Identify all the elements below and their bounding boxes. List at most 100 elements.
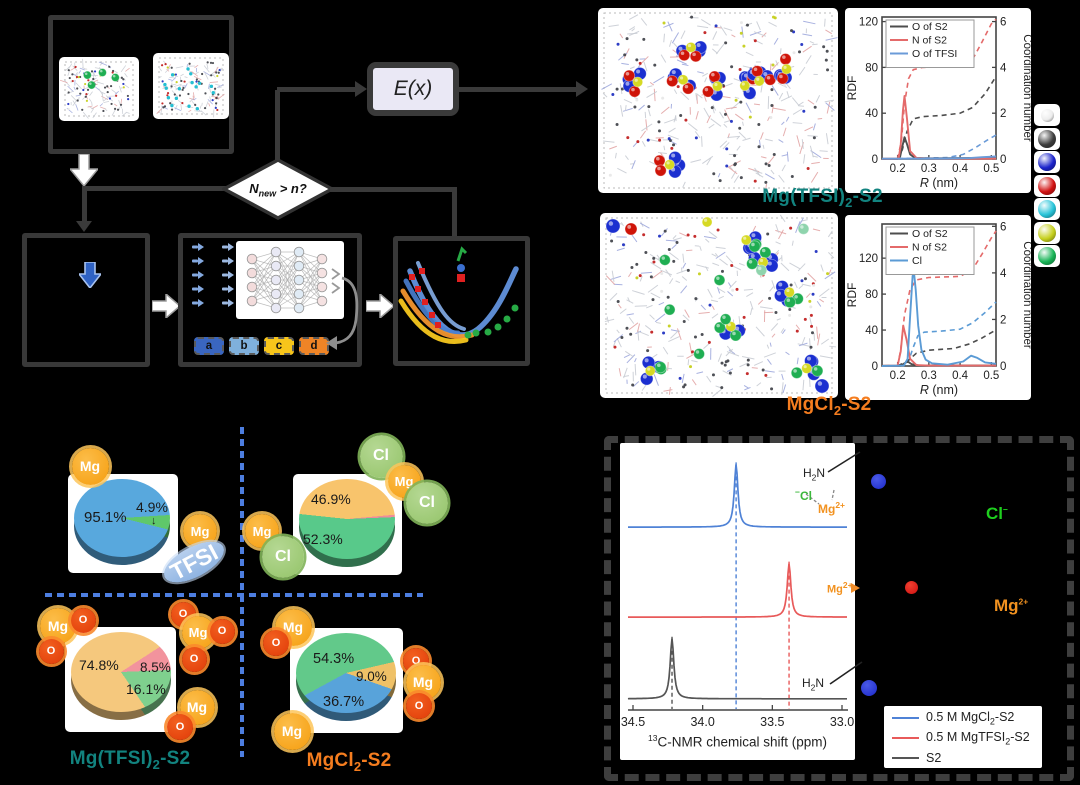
legend-line-swatch bbox=[892, 737, 919, 739]
svg-text:O of S2: O of S2 bbox=[912, 21, 948, 33]
badge-o: O bbox=[406, 693, 432, 719]
rdf-chart-mgtfsi2: 0.2 0.3 0.4 0.5 0 40 80 120 0 2 4 6 RDF Coordination … bbox=[845, 8, 1033, 193]
md-snapshot-thumbnail bbox=[153, 53, 229, 119]
pie-label: 95.1% bbox=[84, 509, 127, 526]
badge-mg: Mg bbox=[274, 608, 312, 646]
neural-network-diagram bbox=[236, 241, 344, 319]
pie-face bbox=[71, 632, 171, 712]
svg-text:0.2: 0.2 bbox=[890, 163, 906, 175]
svg-text:40: 40 bbox=[865, 108, 878, 120]
pie-label: 74.8% bbox=[79, 657, 119, 673]
legend-label: 0.5 M MgTFSI2-S2 bbox=[926, 729, 1030, 747]
nmr-spectra: 34.5 34.0 33.5 33.0 bbox=[621, 462, 854, 729]
atom-sphere-icon bbox=[1038, 200, 1056, 218]
pes-sampling-curves bbox=[398, 246, 519, 345]
energy-model-box: E(x) bbox=[367, 62, 459, 116]
badge-cl: Cl bbox=[406, 482, 448, 524]
svg-text:O of TFSI: O of TFSI bbox=[912, 48, 957, 60]
badge-o: O bbox=[38, 638, 64, 664]
flow-arrow-down-icon bbox=[70, 154, 98, 186]
atom-sphere-icon bbox=[1038, 247, 1056, 265]
structure-n-atom-icon bbox=[871, 474, 886, 489]
svg-text:4: 4 bbox=[1000, 268, 1007, 280]
badge-o: O bbox=[209, 618, 235, 644]
descriptor-box-c: c bbox=[264, 337, 294, 355]
pie-pointer-arrow: ↓ bbox=[151, 515, 157, 527]
workflow-pes-box bbox=[393, 236, 530, 366]
svg-text:N of S2: N of S2 bbox=[912, 242, 947, 254]
descriptor-box-a: a bbox=[194, 337, 224, 355]
rdf-chart-mgcl2: 0.2 0.3 0.4 0.5 0 40 80 120 0 2 4 6 RDF Coordination … bbox=[845, 215, 1033, 400]
svg-text:6: 6 bbox=[1000, 17, 1006, 29]
annotation-h2n-top: H2N bbox=[803, 466, 826, 483]
svg-text:34.0: 34.0 bbox=[690, 715, 714, 729]
nmr-legend: 0.5 M MgCl2-S2 0.5 M MgTFSI2-S2 S2 bbox=[884, 706, 1042, 768]
orange-arrow-icon bbox=[851, 583, 860, 593]
badge-o: O bbox=[70, 607, 96, 633]
svg-text:0.4: 0.4 bbox=[952, 370, 969, 382]
nmr-annotation-line2 bbox=[829, 661, 863, 685]
svg-text:Cl: Cl bbox=[912, 255, 922, 267]
pie-label: 54.3% bbox=[313, 651, 355, 667]
descriptor-box-d: d bbox=[299, 337, 329, 355]
badge-mg: Mg bbox=[179, 689, 215, 725]
workflow-download-box bbox=[22, 233, 150, 367]
badge-mg: Mg bbox=[405, 664, 441, 700]
nmr-xaxis-label: 13C-NMR chemical shift (ppm) bbox=[648, 733, 827, 750]
legend-label: 0.5 M MgCl2-S2 bbox=[926, 709, 1015, 727]
badge-mg: Mg bbox=[71, 447, 109, 485]
structure-mg-cation-label: Mg2+ bbox=[994, 596, 1029, 615]
connector-line bbox=[82, 186, 228, 191]
svg-text:RDF: RDF bbox=[845, 283, 859, 308]
pie-mgcl2-cation bbox=[299, 479, 395, 567]
divider-vertical bbox=[240, 427, 244, 757]
atom-legend-tile bbox=[1034, 245, 1060, 267]
svg-text:0.3: 0.3 bbox=[921, 370, 937, 382]
caption-mgcl2: MgCl2-S2 bbox=[786, 394, 872, 418]
connector-arrowhead bbox=[576, 81, 588, 97]
svg-text:120: 120 bbox=[859, 17, 878, 29]
svg-text:RDF: RDF bbox=[845, 76, 859, 101]
md-snapshot-mgtfsi2 bbox=[598, 8, 838, 193]
svg-text:0.4: 0.4 bbox=[952, 163, 969, 175]
atom-legend-tile bbox=[1034, 127, 1060, 150]
nmr-annotation-lines bbox=[805, 451, 861, 505]
svg-text:80: 80 bbox=[865, 62, 878, 74]
badge-o: O bbox=[181, 646, 207, 672]
badge-o: O bbox=[263, 630, 289, 656]
badge-mg: Mg bbox=[181, 615, 215, 649]
connector-line bbox=[452, 187, 457, 236]
svg-text:0.5: 0.5 bbox=[983, 163, 999, 175]
pie-label: 4.9% bbox=[136, 499, 168, 515]
download-arrow-icon bbox=[79, 262, 101, 288]
svg-text:120: 120 bbox=[859, 253, 878, 265]
svg-text:R (nm): R (nm) bbox=[920, 176, 958, 190]
annotation-mg2plus-mid: Mg2+ bbox=[827, 580, 853, 596]
connector-line bbox=[330, 187, 456, 192]
md-snapshot-mgcl2 bbox=[600, 213, 838, 398]
svg-text:2: 2 bbox=[1000, 108, 1006, 120]
atom-sphere-icon bbox=[1038, 176, 1056, 195]
nmr-legend-entry: 0.5 M MgCl2-S2 bbox=[892, 708, 1034, 728]
svg-text:N of S2: N of S2 bbox=[912, 35, 947, 47]
pie-face bbox=[299, 479, 395, 559]
pie-face bbox=[74, 479, 170, 557]
decision-diamond bbox=[222, 158, 334, 220]
svg-text:0.3: 0.3 bbox=[921, 163, 937, 175]
pie-label: 9.0% bbox=[356, 669, 387, 684]
connector-arrowhead bbox=[76, 221, 92, 232]
caption-solvation-mgtfsi2: Mg(TFSI)2-S2 bbox=[69, 748, 191, 772]
flow-arrow-right-icon bbox=[152, 294, 180, 318]
nmr-legend-entry: 0.5 M MgTFSI2-S2 bbox=[892, 728, 1034, 748]
badge-cl: Cl bbox=[262, 536, 304, 578]
svg-text:6: 6 bbox=[1000, 221, 1006, 233]
structure-o-atom-icon bbox=[905, 581, 918, 594]
svg-text:O of S2: O of S2 bbox=[912, 228, 948, 240]
md-snapshot-thumbnail bbox=[59, 57, 139, 121]
pie-face bbox=[296, 633, 396, 713]
pie-label: 46.9% bbox=[311, 491, 351, 507]
decision-label: Nnew > n? bbox=[249, 181, 307, 199]
atom-sphere-icon bbox=[1040, 108, 1054, 122]
atom-legend-tile bbox=[1034, 198, 1060, 220]
pie-label: 52.3% bbox=[303, 531, 343, 547]
